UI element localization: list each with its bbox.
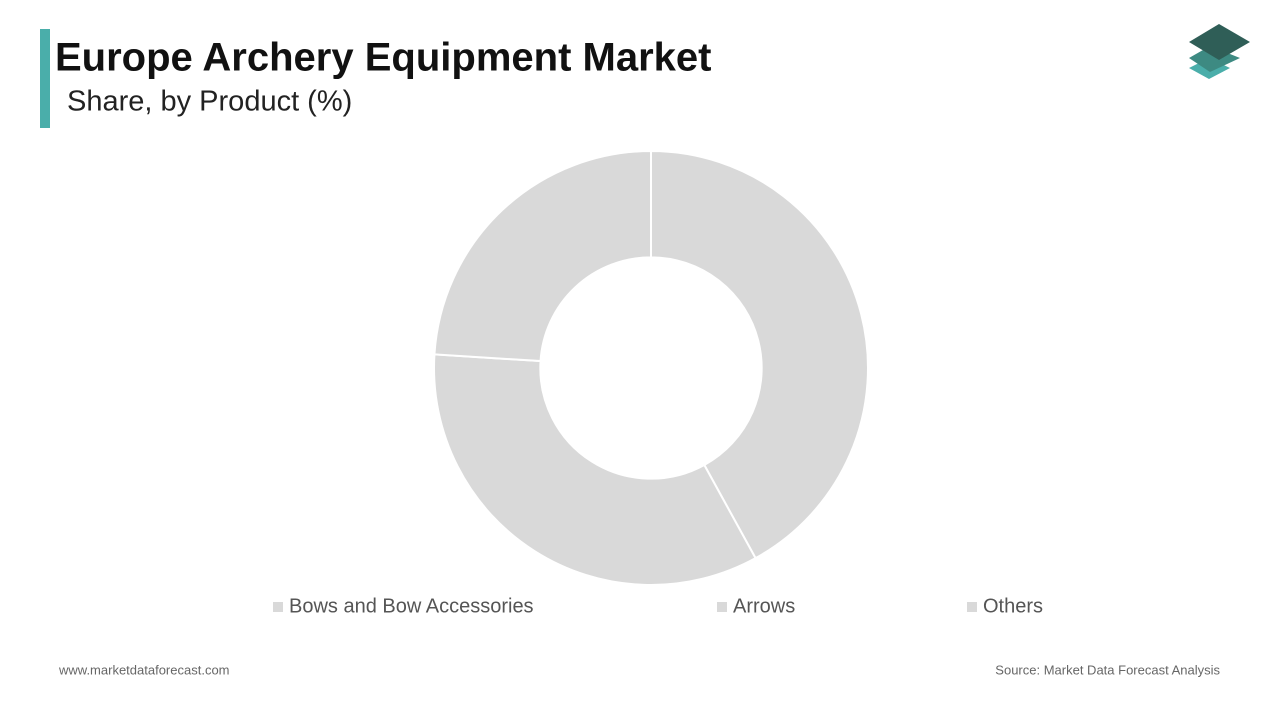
legend-label: Others [983,595,1043,617]
title-accent [40,29,50,128]
legend-label: Arrows [733,595,795,617]
source: Source: Market Data Forecast Analysis [995,662,1220,677]
donut-slice [650,149,870,560]
chart-title: Europe Archery Equipment Market [55,36,711,80]
logo [1189,24,1250,79]
legend-label: Bows and Bow Accessories [289,595,534,617]
website: www.marketdataforecast.com [58,662,230,677]
donut-slice [433,353,757,586]
legend-marker [717,602,727,612]
chart-subtitle: Share, by Product (%) [67,86,352,118]
legend-marker [967,602,977,612]
legend-marker [273,602,283,612]
donut-slice [433,149,652,363]
